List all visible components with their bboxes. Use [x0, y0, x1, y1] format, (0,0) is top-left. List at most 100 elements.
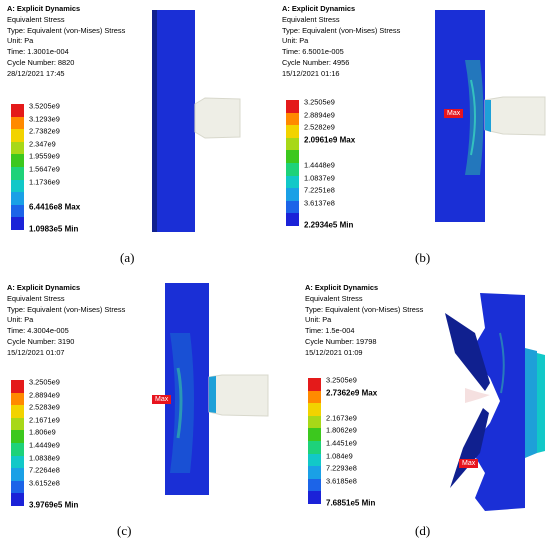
result-name: Equivalent Stress: [7, 293, 65, 303]
legend-label: 3.2505e9: [304, 97, 335, 107]
legend-swatch: [308, 491, 321, 504]
legend-label: 7.2264e8: [29, 465, 60, 475]
result-type: Type: Equivalent (von-Mises) Stress: [282, 25, 401, 35]
legend-label: 1.8062e9: [326, 425, 357, 435]
legend-swatch: [308, 378, 321, 391]
caption-c: (c): [117, 523, 132, 538]
result-type: Type: Equivalent (von-Mises) Stress: [7, 304, 126, 314]
info-block-a: A: Explicit Dynamics Equivalent Stress T…: [7, 4, 125, 80]
result-name: Equivalent Stress: [7, 14, 65, 24]
legend-label: 2.5283e9: [29, 402, 60, 412]
legend-label: 1.084e9: [326, 451, 353, 461]
legend-label: 1.0983e5 Min: [29, 224, 79, 234]
legend-label: 1.5647e9: [29, 164, 60, 174]
result-type: Type: Equivalent (von-Mises) Stress: [7, 25, 126, 35]
analysis-title: A: Explicit Dynamics: [305, 283, 379, 292]
model-view-d: [445, 293, 545, 511]
result-unit: Unit: Pa: [305, 315, 332, 325]
legend-label: 2.7382e9: [29, 126, 60, 136]
legend-label: 3.1293e9: [29, 114, 60, 124]
result-type: Type: Equivalent (von-Mises) Stress: [305, 304, 424, 314]
legend-label: 7.2293e8: [326, 463, 357, 473]
legend-label: 3.6137e8: [304, 198, 335, 208]
legend-label: 2.5282e9: [304, 122, 335, 132]
legend-label: 2.347e9: [29, 139, 56, 149]
legend-swatch: [11, 141, 24, 155]
result-time: Time: 4.3004e-005: [7, 326, 69, 336]
legend-swatch: [11, 204, 24, 218]
legend-label: 1.0838e9: [29, 453, 60, 463]
legend-swatch: [11, 455, 24, 469]
legend-swatch: [11, 380, 24, 393]
result-time: Time: 6.5001e-005: [282, 47, 344, 57]
info-block-d: A: Explicit Dynamics Equivalent Stress T…: [305, 283, 423, 359]
legend-swatch: [308, 415, 321, 429]
cycle-number: Cycle Number: 19798: [305, 336, 377, 346]
legend-swatch: [286, 163, 299, 176]
cycle-number: Cycle Number: 3190: [7, 336, 75, 346]
legend-swatch: [308, 428, 321, 441]
legend-swatch: [286, 200, 299, 214]
analysis-title: A: Explicit Dynamics: [282, 4, 356, 13]
legend-swatch: [11, 167, 24, 180]
legend-swatch: [11, 443, 24, 456]
legend-swatch: [11, 217, 24, 230]
result-unit: Unit: Pa: [7, 36, 34, 46]
legend-label: 3.6152e8: [29, 478, 60, 488]
caption-d: (d): [415, 523, 431, 538]
legend-swatch: [11, 430, 24, 443]
legend-swatch: [286, 175, 299, 189]
legend-swatch: [308, 441, 321, 454]
caption-b: (b): [415, 250, 431, 265]
legend-swatch: [286, 100, 299, 113]
timestamp: 15/12/2021 01:09: [305, 347, 363, 357]
legend-swatch: [11, 468, 24, 481]
result-name: Equivalent Stress: [305, 293, 363, 303]
result-unit: Unit: Pa: [7, 315, 34, 325]
panel-c: Max A: Explicit Dynamics Equivalent Stre…: [0, 273, 275, 546]
legend-swatch: [11, 493, 24, 506]
legend-label: 2.1673e9: [326, 413, 357, 423]
analysis-title: A: Explicit Dynamics: [7, 4, 81, 13]
legend-swatch: [286, 213, 299, 226]
legend-swatch: [308, 466, 321, 479]
legend-swatch: [286, 112, 299, 126]
panel-d: Max A: Explicit Dynamics Equivalent Stre…: [275, 273, 550, 546]
legend-label: 7.2251e8: [304, 185, 335, 195]
cycle-number: Cycle Number: 4956: [282, 57, 350, 67]
result-unit: Unit: Pa: [282, 36, 309, 46]
legend-label: 1.4448e9: [304, 160, 335, 170]
result-time: Time: 1.3001e-004: [7, 47, 69, 57]
info-block-b: A: Explicit Dynamics Equivalent Stress T…: [282, 4, 400, 80]
legend-swatch: [11, 417, 24, 431]
panel-a: A: Explicit Dynamics Equivalent Stress T…: [0, 0, 275, 273]
legend-label: 3.5205e9: [29, 101, 60, 111]
cycle-number: Cycle Number: 8820: [7, 57, 75, 67]
legend-swatch: [286, 188, 299, 201]
legend-swatch: [11, 192, 24, 205]
legend-swatch: [11, 129, 24, 142]
max-marker-b: Max: [444, 109, 464, 118]
legend-swatch: [11, 405, 24, 418]
timestamp: 28/12/2021 17:45: [7, 68, 65, 78]
result-time: Time: 1.5e-004: [305, 326, 355, 336]
max-marker-d: Max: [459, 459, 479, 468]
legend-swatch: [11, 392, 24, 406]
legend-label: 3.2505e9: [326, 375, 357, 385]
legend-label: 2.8894e9: [304, 110, 335, 120]
legend-label: 1.806e9: [29, 427, 56, 437]
legend-swatch: [286, 125, 299, 138]
legend-swatch: [308, 403, 321, 416]
legend-swatch: [308, 390, 321, 404]
legend-label: 2.2934e5 Min: [304, 220, 354, 230]
max-marker-c: Max: [152, 395, 172, 404]
legend-label: 3.9769e5 Min: [29, 500, 79, 510]
info-block-c: A: Explicit Dynamics Equivalent Stress T…: [7, 283, 125, 359]
legend-label: 3.6185e8: [326, 476, 357, 486]
legend-swatch: [11, 104, 24, 117]
legend-swatch: [11, 116, 24, 130]
legend-label: 2.1671e9: [29, 415, 60, 425]
analysis-title: A: Explicit Dynamics: [7, 283, 81, 292]
legend-label: 6.4416e8 Max: [29, 202, 81, 212]
legend-swatch: [11, 480, 24, 494]
